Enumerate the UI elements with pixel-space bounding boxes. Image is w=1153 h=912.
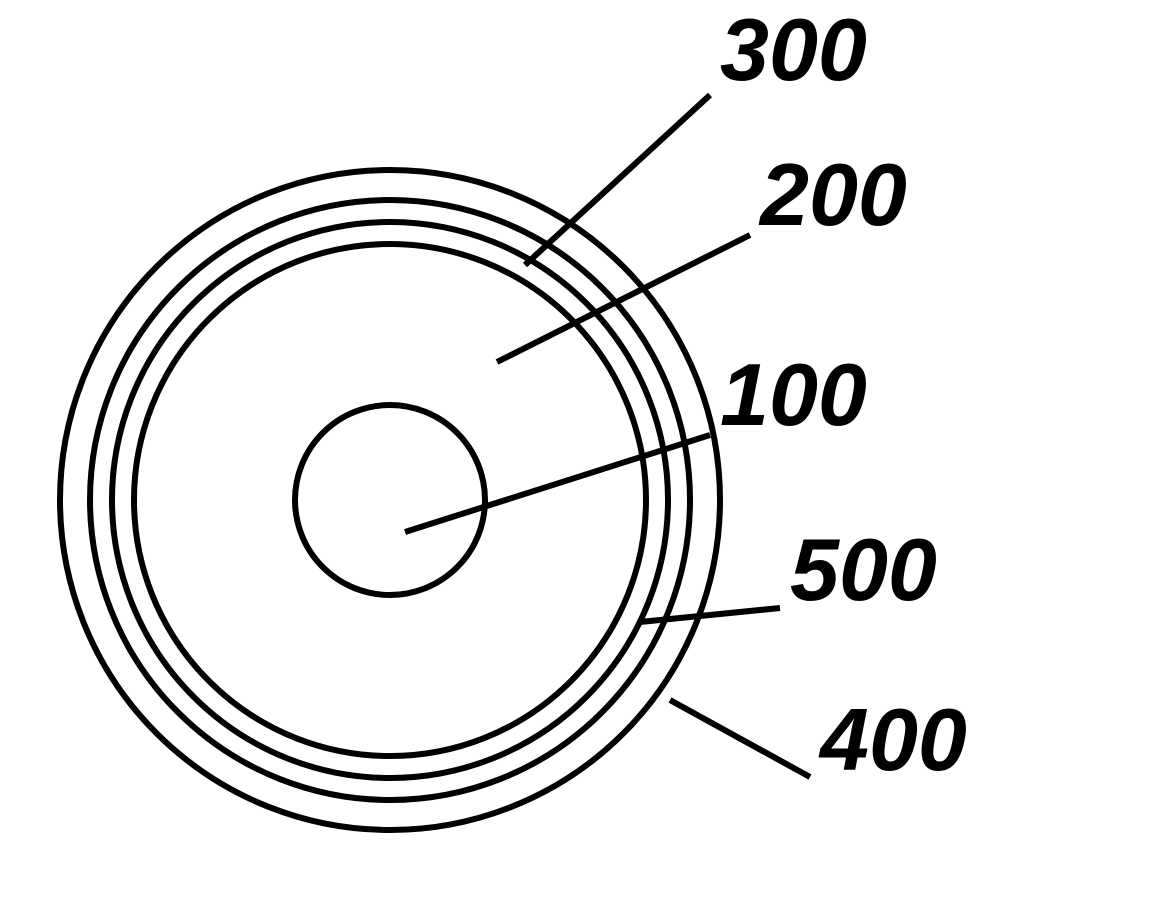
ring-ring-200-outer <box>134 244 646 756</box>
labels: 300 200 100 500 400 <box>720 0 967 789</box>
leader-400 <box>670 700 810 777</box>
leader-300 <box>525 95 710 265</box>
label-500: 500 <box>790 520 937 619</box>
label-300: 300 <box>720 0 867 99</box>
ring-ring-500-outer <box>90 200 690 800</box>
diagram-svg: 300 200 100 500 400 <box>0 0 1153 912</box>
concentric-circles <box>60 170 720 830</box>
leader-500 <box>640 608 780 622</box>
ring-ring-300-outer <box>112 222 668 778</box>
label-100: 100 <box>720 345 867 444</box>
leader-100 <box>405 435 710 532</box>
label-400: 400 <box>818 690 967 789</box>
ring-outer-400 <box>60 170 720 830</box>
ring-inner-100 <box>295 405 485 595</box>
label-200: 200 <box>758 145 907 244</box>
cross-section-diagram: 300 200 100 500 400 <box>0 0 1153 912</box>
